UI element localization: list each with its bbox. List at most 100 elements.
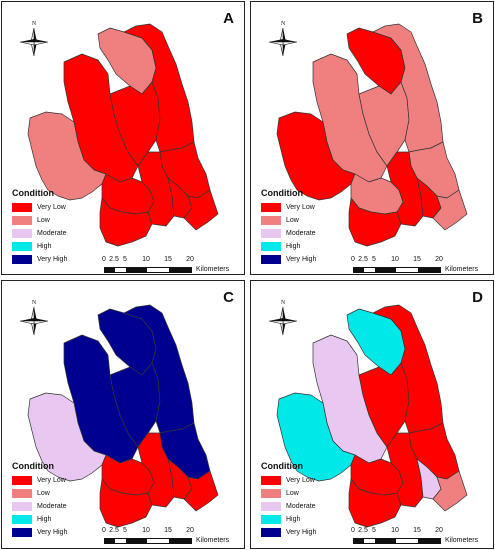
scale-tick-label: 5 <box>372 527 376 534</box>
scale-tick-label: 15 <box>164 527 172 534</box>
legend-title: Condition <box>261 188 303 198</box>
watershed-map: N <box>268 21 468 247</box>
legend-label: Very High <box>37 529 68 536</box>
sub-basin-11 <box>183 189 219 231</box>
scale-tick-label: 15 <box>164 256 172 263</box>
scale-tick-label: 5 <box>123 256 127 263</box>
sub-basin-11 <box>432 470 468 512</box>
legend-label: Moderate <box>37 503 67 510</box>
north-arrow-half-dark <box>269 318 283 321</box>
legend-item: Low <box>261 214 316 227</box>
north-arrow-half-dark <box>34 318 48 321</box>
scale-segment <box>115 538 126 543</box>
scale-segment <box>418 267 440 272</box>
north-arrow-half-dark <box>20 39 34 42</box>
legend-item: Low <box>12 214 67 227</box>
legend-label: Low <box>286 490 299 497</box>
legend: Condition Very Low Low Moderate High Very Hig… <box>12 461 67 539</box>
scale-segment <box>364 267 375 272</box>
north-arrow-half-dark <box>34 28 37 42</box>
legend-swatch <box>261 502 281 511</box>
legend-swatch <box>12 502 32 511</box>
scale-segment <box>147 538 169 543</box>
legend-swatch <box>12 216 32 225</box>
north-arrow-half-dark <box>269 39 283 42</box>
scale-tick-label: 0 <box>351 527 355 534</box>
scale-tick-label: 0 <box>102 527 106 534</box>
legend-swatch <box>12 229 32 238</box>
scale-segment <box>105 267 115 272</box>
legend-title: Condition <box>12 188 54 198</box>
sub-basin-11 <box>432 189 468 231</box>
legend-label: Very High <box>286 256 317 263</box>
legend-item: Very Low <box>12 201 67 214</box>
north-arrow-half-dark <box>34 307 37 321</box>
legend-swatch <box>261 229 281 238</box>
watershed-map: N <box>268 300 468 528</box>
sub-basin-6 <box>27 392 107 482</box>
scale-segment <box>354 538 364 543</box>
north-arrow-half-dark <box>34 321 37 335</box>
north-arrow-half-dark <box>283 39 297 42</box>
north-arrow-half-light <box>282 41 298 46</box>
scale-tick-label: 15 <box>413 527 421 534</box>
legend-label: Moderate <box>37 230 67 237</box>
legend-swatch <box>261 255 281 264</box>
scale-segment <box>169 267 191 272</box>
north-arrow-icon: N <box>268 300 298 336</box>
legend-swatch <box>261 515 281 524</box>
sub-basin-6 <box>27 111 107 201</box>
legend-item: High <box>261 240 316 253</box>
scale-segment <box>396 267 418 272</box>
legend-item: High <box>12 240 67 253</box>
legend-item: Very Low <box>261 474 316 487</box>
map-panel-c: N C Condition Very Low Low Moderate High Very H… <box>1 280 245 549</box>
legend-label: Very High <box>37 256 68 263</box>
north-arrow-half-light <box>282 320 298 325</box>
scale-tick-label: 20 <box>435 527 443 534</box>
north-arrow-half-light <box>19 320 35 325</box>
legend-label: Very Low <box>286 477 315 484</box>
legend: Condition Very Low Low Moderate High Very Hig… <box>261 461 316 539</box>
scale-bar-segments <box>353 266 441 273</box>
north-arrow-icon: N <box>268 21 298 57</box>
north-arrow-half-dark <box>34 39 48 42</box>
scale-tick-label: 10 <box>142 527 150 534</box>
scale-segment <box>375 538 396 543</box>
map-panel-d: N D Condition Very Low Low Moderate High Very H… <box>250 280 494 549</box>
legend-item: High <box>12 513 67 526</box>
scale-segment <box>364 538 375 543</box>
legend-item: Very High <box>261 253 316 266</box>
legend-item: Low <box>12 487 67 500</box>
map-panel-b: N B Condition Very Low Low Moderate High Very H… <box>250 1 494 275</box>
panel-letter: D <box>472 289 483 306</box>
scale-tick-label: 2.5 <box>109 527 119 534</box>
legend-label: Low <box>37 490 50 497</box>
panel-letter: C <box>223 289 234 306</box>
scale-tick-label: 20 <box>186 256 194 263</box>
legend-swatch <box>12 476 32 485</box>
watershed-map: N <box>19 21 219 247</box>
scale-unit-label: Kilometers <box>445 266 479 273</box>
scale-tick-label: 20 <box>186 527 194 534</box>
legend-swatch <box>12 489 32 498</box>
sub-basin-8 <box>99 197 153 247</box>
legend-label: High <box>37 243 52 250</box>
scale-segment <box>375 267 396 272</box>
scale-tick-label: 0 <box>351 256 355 263</box>
sub-basin-9 <box>137 151 175 227</box>
scale-segment <box>115 267 126 272</box>
legend-swatch <box>12 515 32 524</box>
legend-label: Moderate <box>286 230 316 237</box>
north-arrow-half-dark <box>283 28 286 42</box>
scale-segment <box>396 538 418 543</box>
legend-swatch <box>12 203 32 212</box>
legend-label: Low <box>37 217 50 224</box>
scale-segment <box>169 538 191 543</box>
scale-tick-label: 5 <box>123 527 127 534</box>
scale-bar-segments <box>104 537 192 544</box>
legend-title: Condition <box>261 461 303 471</box>
north-arrow-half-dark <box>283 307 286 321</box>
legend-label: Very Low <box>286 204 315 211</box>
legend-item: Moderate <box>261 500 316 513</box>
